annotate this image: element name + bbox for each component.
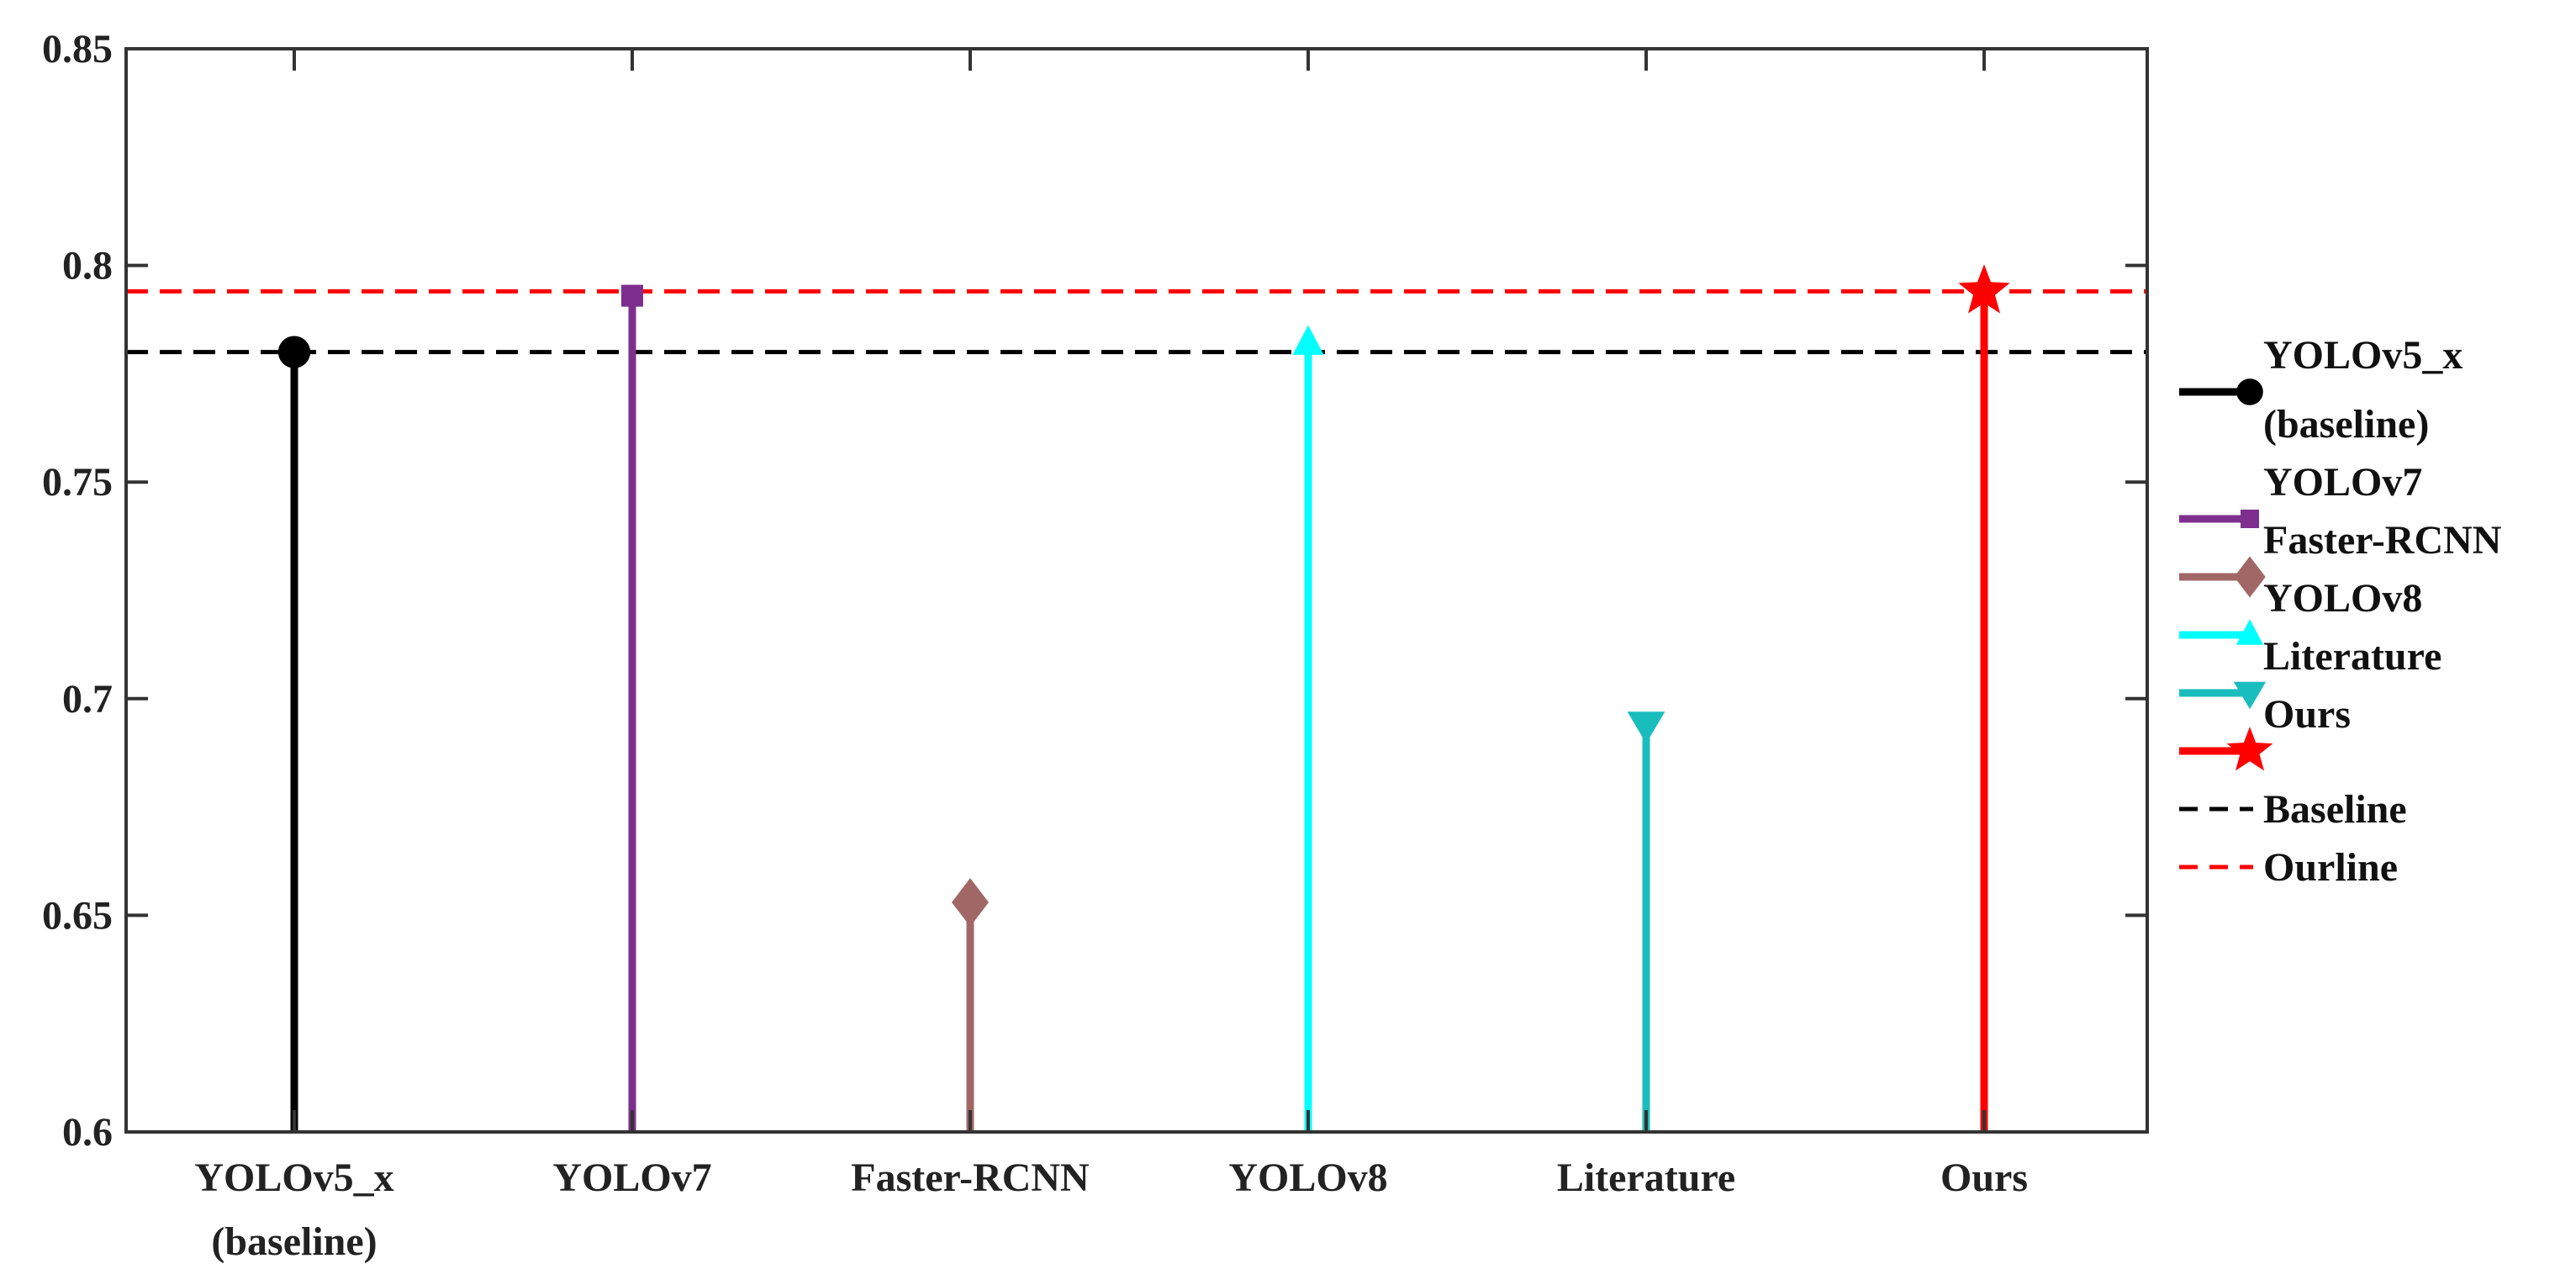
x-tick-label: YOLOv8 [1228,1155,1387,1200]
legend-marker-5 [2226,727,2273,771]
legend: YOLOv5_x (baseline) YOLOv7 Faster-RCNN YOLOv… [2179,333,2502,890]
x-tick-label: Ours [1940,1155,2028,1200]
legend-label: (baseline) [2263,402,2429,447]
legend-marker-2 [2234,556,2266,598]
y-tick-label: 0.6 [62,1110,113,1155]
legend-marker-3 [2236,619,2264,645]
legend-marker-4 [2233,681,2267,710]
y-tick-label: 0.8 [62,244,113,288]
legend-label: Literature [2263,634,2441,679]
legend-label: YOLOv7 [2263,460,2422,505]
x-tick-label: (baseline) [211,1219,377,1264]
legend-label: Ours [2263,692,2351,737]
legend-label: Ourline [2263,845,2398,890]
x-tick-label: Faster-RCNN [851,1155,1090,1200]
x-tick-label: Literature [1557,1155,1735,1200]
stem-marker-3 [1292,325,1324,355]
y-tick-label: 0.65 [42,893,113,938]
axes: 0.6 0.65 0.7 0.75 0.8 0.85 YOLOv5_x (baseline) Y… [42,27,2149,1264]
legend-marker-0 [2236,378,2263,405]
stem-marker-0 [277,336,311,368]
stem-marker-1 [621,284,643,307]
stem-marker-5 [1958,264,2010,314]
stem-marker-4 [1627,711,1665,744]
plot-frame [124,47,2149,1134]
legend-label: YOLOv8 [2263,576,2422,621]
y-tick-label: 0.85 [42,27,113,71]
y-tick-label: 0.75 [42,460,113,505]
reference-lines [126,289,2147,355]
stems [277,264,2010,1132]
x-tick-label: YOLOv7 [552,1155,711,1200]
legend-marker-1 [2241,510,2259,528]
y-tick-label: 0.7 [62,677,113,722]
legend-label: YOLOv5_x [2263,333,2463,378]
legend-label: Faster-RCNN [2263,518,2502,563]
x-tick-label: YOLOv5_x [194,1155,393,1200]
legend-label: Baseline [2263,787,2407,832]
stem-marker-2 [952,878,989,927]
